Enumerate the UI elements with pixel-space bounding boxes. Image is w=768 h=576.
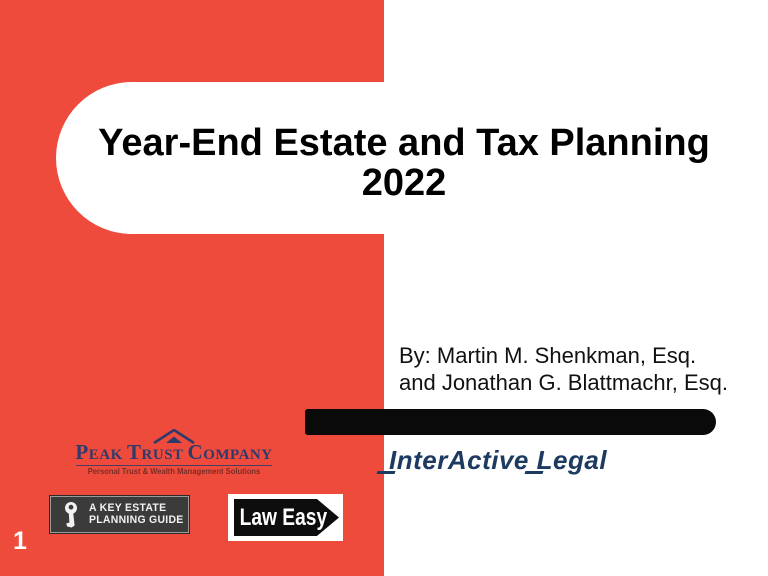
mountain-triangle-icon: [153, 429, 195, 444]
authors-block: By: Martin M. Shenkman, Esq. and Jonatha…: [399, 342, 759, 396]
flourish-stroke: [524, 471, 544, 474]
slide-title-line2: 2022: [361, 162, 447, 204]
interactive-legal-text: nterActive: [396, 445, 537, 475]
interactive-legal-initial-i: I: [376, 445, 397, 476]
key-estate-badge-text: A KEY ESTATE PLANNING GUIDE: [89, 502, 184, 526]
authors-line2: and Jonathan G. Blattmachr, Esq.: [399, 370, 728, 395]
title-banner-shape: [56, 82, 768, 234]
key-estate-badge-line2: PLANNING GUIDE: [89, 513, 184, 526]
peak-trust-logo: PEAK TRUST COMPANY Personal Trust & Weal…: [74, 429, 274, 476]
peak-trust-tagline: Personal Trust & Wealth Management Solut…: [87, 467, 261, 476]
key-icon: [65, 502, 77, 528]
law-easy-logo: Law Easy: [228, 494, 343, 541]
peak-trust-name: PEAK TRUST COMPANY: [75, 440, 273, 464]
key-estate-planning-guide-badge: A KEY ESTATE PLANNING GUIDE: [49, 495, 190, 534]
interactive-legal-logo: InterActive Legal: [376, 445, 709, 476]
peak-trust-divider: [76, 465, 272, 466]
page-number: 1: [13, 527, 27, 555]
interactive-legal-initial-l: L: [524, 445, 553, 476]
flourish-stroke: [376, 471, 396, 474]
authors-line1: By: Martin M. Shenkman, Esq.: [399, 343, 697, 368]
slide-title: Year-End Estate and Tax Planning 2022: [40, 123, 768, 203]
law-easy-arrow-shape: Law Easy: [234, 499, 339, 536]
key-estate-badge-line1: A KEY ESTATE: [89, 502, 167, 514]
law-easy-label: Law Easy: [239, 503, 328, 531]
slide-title-line1: Year-End Estate and Tax Planning: [98, 122, 710, 164]
interactive-legal-text: egal: [553, 445, 608, 475]
divider-bar: [305, 409, 716, 435]
